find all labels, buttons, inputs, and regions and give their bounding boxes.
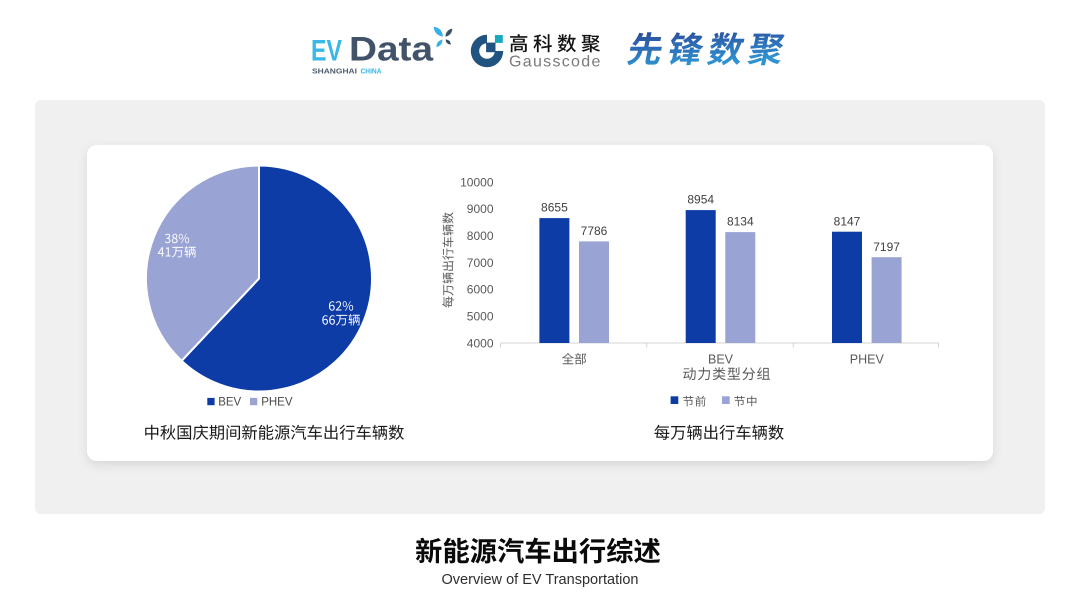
svg-text:8954: 8954 [687, 193, 714, 207]
svg-text:EV: EV [311, 35, 342, 68]
svg-text:8655: 8655 [541, 201, 568, 215]
svg-text:Gausscode: Gausscode [509, 54, 602, 71]
svg-text:PHEV: PHEV [261, 396, 293, 408]
svg-text:CHINA: CHINA [361, 69, 382, 76]
svg-text:BEV: BEV [708, 352, 734, 366]
svg-text:Overview of EV Transportation: Overview of EV Transportation [442, 572, 639, 588]
svg-text:10000: 10000 [460, 175, 494, 189]
svg-text:SHANGHAI: SHANGHAI [312, 69, 357, 76]
svg-text:8147: 8147 [834, 214, 861, 228]
svg-text:6000: 6000 [467, 283, 494, 297]
svg-text:7197: 7197 [873, 240, 900, 254]
svg-text:9000: 9000 [467, 202, 494, 216]
svg-text:8000: 8000 [467, 229, 494, 243]
svg-text:Data: Data [349, 31, 434, 69]
svg-text:BEV: BEV [218, 396, 241, 408]
svg-text:8134: 8134 [727, 215, 754, 229]
svg-text:7786: 7786 [581, 224, 608, 238]
svg-text:4000: 4000 [467, 336, 494, 350]
svg-text:PHEV: PHEV [850, 352, 885, 366]
svg-text:5000: 5000 [467, 310, 494, 324]
svg-text:7000: 7000 [467, 256, 494, 270]
